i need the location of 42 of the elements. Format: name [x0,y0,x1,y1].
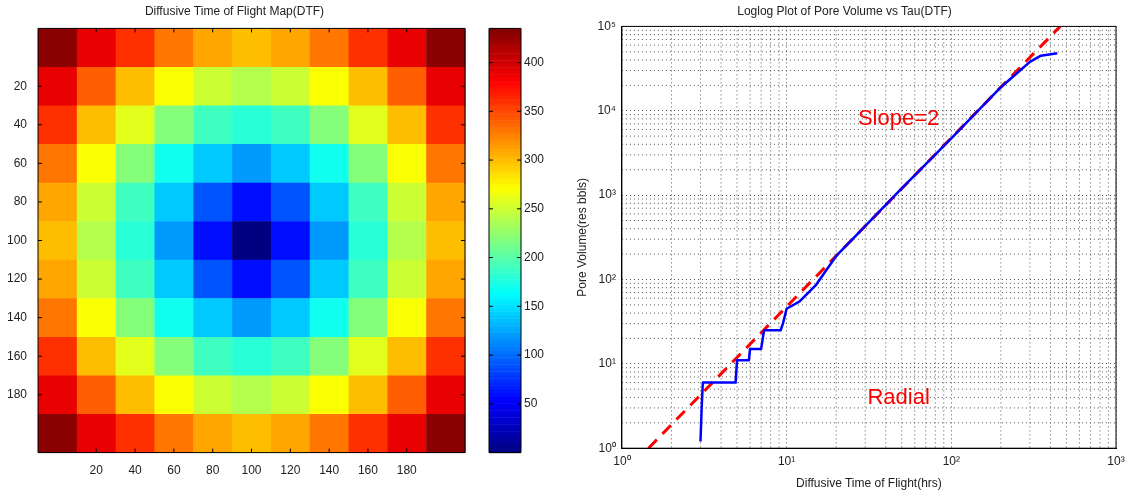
x-tick-label: 40 [128,463,143,478]
y-tick-label: 10² [598,271,616,286]
y-tick-label: 10⁵ [597,18,616,33]
annotation: Radial [867,383,930,409]
color-bar-label: 50 [524,396,538,411]
x-tick-label: 160 [357,463,379,478]
color-bar-label: 300 [524,152,545,167]
x-axis-title: Diffusive Time of Flight(hrs) [796,476,942,491]
x-tick-label: 100 [241,463,262,478]
y-tick-label: 10³ [598,187,616,202]
y-tick-label: 20 [13,78,28,93]
y-tick-label: 60 [13,155,28,170]
y-tick-label: 10⁰ [598,440,616,455]
y-tick-label: 120 [6,271,28,286]
x-tick-label: 180 [396,463,418,478]
x-tick-label: 120 [280,463,301,478]
y-tick-label: 140 [6,309,28,324]
x-tick-label: 140 [319,463,340,478]
annotation: Slope=2 [857,105,940,131]
chart-title: Diffusive Time of Flight Map(DTF) [144,3,325,18]
y-tick-label: 80 [13,194,28,209]
y-tick-label: 10¹ [598,356,616,371]
y-tick-label: 180 [6,387,28,402]
x-tick-label: 10¹ [777,453,796,468]
x-tick-label: 10³ [1107,453,1125,468]
x-tick-label: 20 [89,463,104,478]
color-bar-label: 100 [524,347,545,362]
x-tick-label: 10² [942,453,960,468]
color-bar-label: 150 [524,298,545,313]
y-axis-title: Pore Volume(res bbls) [574,177,589,297]
x-tick-label: 60 [167,463,181,478]
color-bar-label: 350 [524,103,545,118]
y-tick-label: 10⁴ [597,103,616,118]
color-bar-label: 200 [524,249,545,264]
y-tick-label: 160 [6,348,28,363]
x-tick-label: 80 [206,463,220,478]
chart-title: Loglog Plot of Pore Volume vs Tau(DTF) [737,3,952,18]
color-bar-label: 250 [524,201,545,216]
color-bar-label: 400 [524,54,545,69]
y-tick-label: 100 [6,232,28,247]
x-tick-label: 10⁰ [613,453,631,468]
y-tick-label: 40 [13,117,28,132]
